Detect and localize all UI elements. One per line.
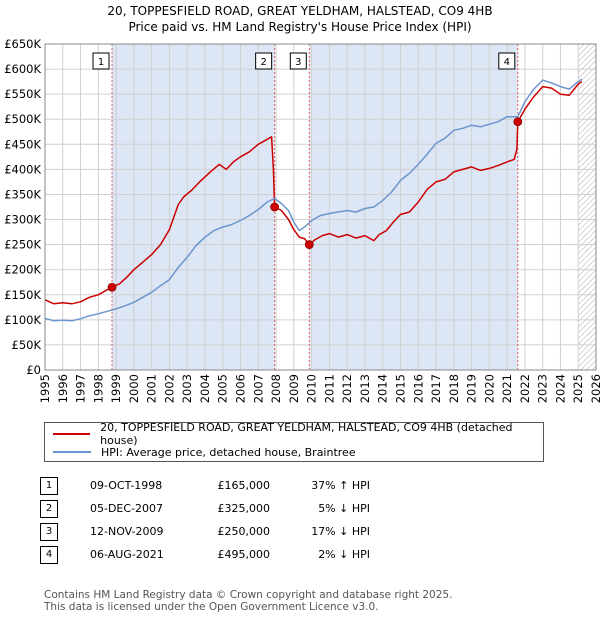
plot-frame <box>44 43 597 371</box>
footer-licence: This data is licensed under the Open Gov… <box>44 601 379 613</box>
sale-price: £165,000 <box>217 479 271 492</box>
sale-price: £325,000 <box>217 502 271 515</box>
sale-hpi-diff: 5% ↓ HPI <box>318 502 370 515</box>
sale-label-text: 2 <box>260 57 266 68</box>
y-tick-label: £200K <box>4 263 41 277</box>
x-tick-label: 2006 <box>234 374 248 403</box>
sale-price: £495,000 <box>217 548 271 561</box>
x-tick-label: 2018 <box>447 374 461 403</box>
y-tick-label: £250K <box>4 238 41 252</box>
price-chart: 1 2 3 4 £0 £50K £100K £150K £200K £250K £300K £350K… <box>4 37 600 403</box>
x-tick-label: 2002 <box>162 374 176 403</box>
sale-hpi-diff: 17% ↓ HPI <box>311 525 370 538</box>
y-tick-label: £650K <box>4 37 41 51</box>
legend-hpi-label: HPI: Average price, detached house, Brai… <box>101 445 356 459</box>
sale-price: £250,000 <box>217 525 271 538</box>
sale-label-box-3 <box>289 52 307 70</box>
x-tick-label: 2008 <box>269 374 283 403</box>
table-row: 1 09-OCT-1998 £165,000 37% ↑ HPI <box>40 474 370 497</box>
x-tick-label: 2005 <box>216 374 230 403</box>
ownership-band-1-2 <box>112 44 275 370</box>
sale-label-text: 1 <box>98 57 104 68</box>
sales-table: 1 09-OCT-1998 £165,000 37% ↑ HPI 2 05-DE… <box>40 474 370 566</box>
x-tick-label: 2007 <box>251 374 265 403</box>
x-tick-label: 1995 <box>38 374 52 403</box>
x-tick-label: 2019 <box>465 374 479 403</box>
sale-label-text: 4 <box>504 57 510 68</box>
y-tick-label: £400K <box>4 162 41 176</box>
legend-property-label: 20, TOPPESFIELD ROAD, GREAT YELDHAM, HAL… <box>100 421 513 447</box>
x-tick-label: 2025 <box>571 374 585 403</box>
x-tick-label: 2017 <box>429 374 443 403</box>
property-series-line <box>44 80 583 305</box>
sale-number-badge: 2 <box>40 499 58 518</box>
x-tick-label: 2013 <box>358 374 372 403</box>
sale-label-box-2 <box>255 52 273 70</box>
table-row: 2 05-DEC-2007 £325,000 5% ↓ HPI <box>40 497 370 520</box>
x-tick-label: 2004 <box>198 374 212 403</box>
legend-property-swatch <box>53 433 91 435</box>
y-tick-label: £500K <box>4 112 41 126</box>
legend-hpi-swatch <box>53 451 91 453</box>
x-tick-label: 2023 <box>536 374 550 403</box>
sale-number-badge: 3 <box>40 522 58 541</box>
y-tick-label: £300K <box>4 213 41 227</box>
sale-date: 12-NOV-2009 <box>90 525 164 538</box>
y-tick-label: £100K <box>4 313 41 327</box>
legend-item-property: 20, TOPPESFIELD ROAD, GREAT YELDHAM, HAL… <box>53 421 543 447</box>
x-tick-label: 2012 <box>340 374 354 403</box>
sale-number-badge: 4 <box>40 545 58 564</box>
sale-label-text: 3 <box>295 57 301 68</box>
sale-point-4 <box>513 117 523 127</box>
y-tick-label: £150K <box>4 288 41 302</box>
sale-hpi-diff: 37% ↑ HPI <box>311 479 370 492</box>
x-tick-label: 2015 <box>393 374 407 403</box>
sale-point-1 <box>107 282 117 292</box>
x-tick-label: 2000 <box>127 374 141 403</box>
x-tick-label: 2026 <box>589 374 600 403</box>
hpi-series-line <box>44 78 583 322</box>
sale-date: 09-OCT-1998 <box>90 479 163 492</box>
legend-item-hpi: HPI: Average price, detached house, Brai… <box>53 444 356 460</box>
sale-label-box-1 <box>92 52 110 70</box>
x-tick-label: 1997 <box>74 374 88 403</box>
x-tick-label: 2020 <box>482 374 496 403</box>
sale-number-badge: 1 <box>40 476 58 495</box>
chart-subtitle: Price paid vs. HM Land Registry's House … <box>128 20 472 34</box>
sale-label-box-4 <box>498 52 516 70</box>
x-tick-label: 2021 <box>500 374 514 403</box>
x-tick-label: 2022 <box>518 374 532 403</box>
y-tick-label: £550K <box>4 87 41 101</box>
sale-point-2 <box>270 202 280 212</box>
x-tick-label: 1998 <box>91 374 105 403</box>
x-tick-label: 1999 <box>109 374 123 403</box>
table-row: 4 06-AUG-2021 £495,000 2% ↓ HPI <box>40 543 370 566</box>
y-tick-label: £50K <box>12 338 42 352</box>
footer-copyright: Contains HM Land Registry data © Crown c… <box>44 589 453 601</box>
x-tick-label: 2003 <box>180 374 194 403</box>
x-tick-label: 2009 <box>287 374 301 403</box>
sale-date: 06-AUG-2021 <box>90 548 164 561</box>
sale-hpi-diff: 2% ↓ HPI <box>318 548 370 561</box>
table-row: 3 12-NOV-2009 £250,000 17% ↓ HPI <box>40 520 370 543</box>
legend: 20, TOPPESFIELD ROAD, GREAT YELDHAM, HAL… <box>44 421 544 462</box>
x-tick-label: 2024 <box>553 374 567 403</box>
x-tick-label: 2014 <box>376 374 390 403</box>
forecast-hatch-region <box>578 44 596 370</box>
sale-date: 05-DEC-2007 <box>90 502 164 515</box>
x-tick-label: 1996 <box>56 374 70 403</box>
sale-point-3 <box>304 240 314 250</box>
y-tick-label: £350K <box>4 187 41 201</box>
y-tick-label: £600K <box>4 62 41 76</box>
footer: Contains HM Land Registry data © Crown c… <box>44 589 452 613</box>
x-tick-label: 2010 <box>305 374 319 403</box>
chart-title: 20, TOPPESFIELD ROAD, GREAT YELDHAM, HAL… <box>107 4 493 18</box>
y-tick-label: £0 <box>26 363 41 377</box>
x-tick-label: 2016 <box>411 374 425 403</box>
y-tick-label: £450K <box>4 137 41 151</box>
x-tick-label: 2011 <box>322 374 336 403</box>
x-tick-label: 2001 <box>145 374 159 403</box>
